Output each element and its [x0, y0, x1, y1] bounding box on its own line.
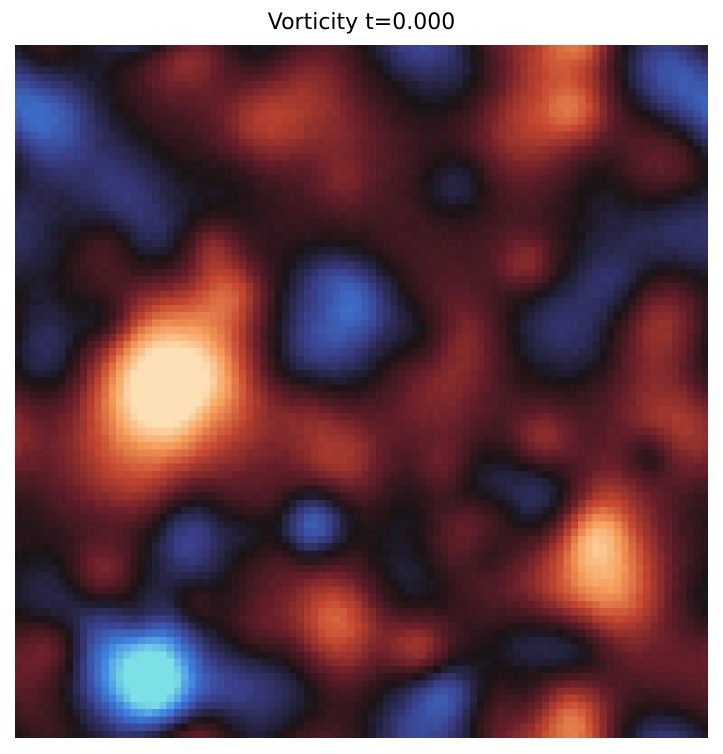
vorticity-heatmap: [15, 45, 708, 738]
heatmap-canvas: [15, 45, 708, 738]
chart-title: Vorticity t=0.000: [267, 10, 456, 35]
